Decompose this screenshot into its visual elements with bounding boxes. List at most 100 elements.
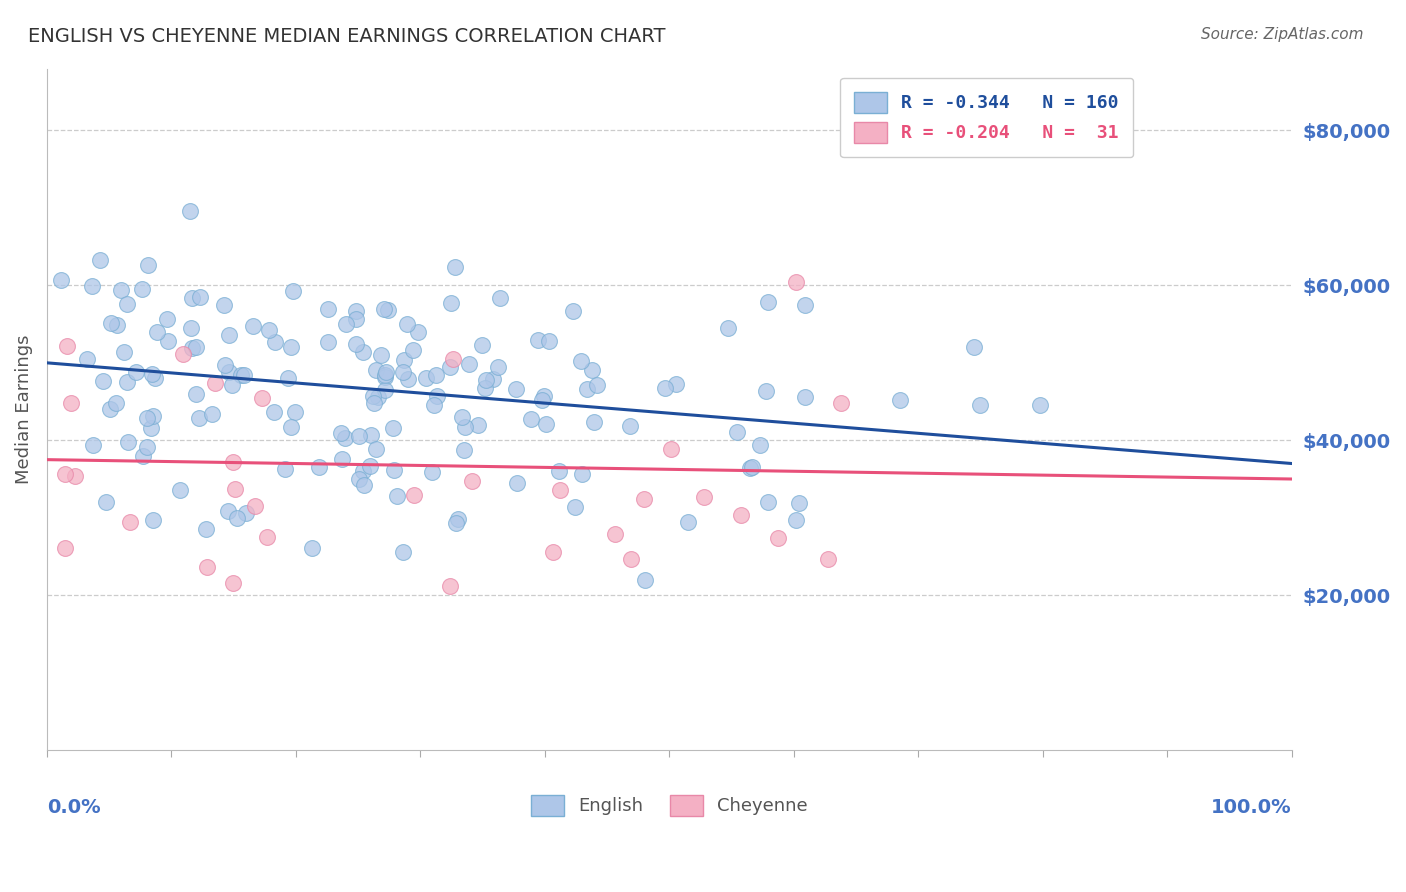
Point: [406, 325, 429, 339]
Point: [374, 384, 396, 398]
Point: [344, 336, 367, 351]
Point: [222, 576, 245, 591]
Text: 100.0%: 100.0%: [1211, 797, 1292, 817]
Point: [738, 461, 761, 475]
Point: [755, 384, 778, 398]
Point: [562, 304, 585, 318]
Point: [415, 370, 437, 384]
Point: [659, 442, 682, 456]
Point: [506, 476, 529, 491]
Point: [218, 365, 240, 379]
Point: [447, 512, 470, 526]
Point: [548, 464, 571, 478]
Point: [188, 290, 211, 304]
Point: [277, 371, 299, 385]
Point: [676, 515, 699, 529]
Point: [370, 348, 392, 362]
Point: [359, 458, 381, 473]
Point: [344, 304, 367, 318]
Point: [352, 345, 374, 359]
Point: [250, 392, 273, 406]
Point: [242, 318, 264, 333]
Point: [474, 381, 496, 395]
Point: [576, 382, 599, 396]
Point: [136, 258, 159, 272]
Legend: English, Cheyenne: English, Cheyenne: [524, 788, 815, 822]
Point: [366, 442, 388, 457]
Point: [181, 341, 204, 355]
Point: [374, 368, 396, 383]
Point: [53, 467, 76, 481]
Point: [94, 495, 117, 509]
Point: [283, 285, 305, 299]
Point: [125, 365, 148, 379]
Point: [374, 366, 396, 380]
Point: [117, 434, 139, 449]
Point: [402, 343, 425, 357]
Point: [146, 326, 169, 340]
Point: [100, 401, 122, 416]
Point: [665, 376, 688, 391]
Point: [581, 363, 603, 377]
Point: [793, 390, 815, 404]
Point: [335, 317, 357, 331]
Point: [197, 560, 219, 574]
Point: [756, 495, 779, 509]
Point: [143, 371, 166, 385]
Point: [180, 291, 202, 305]
Point: [725, 425, 748, 439]
Point: [204, 376, 226, 391]
Point: [475, 373, 498, 387]
Point: [91, 374, 114, 388]
Point: [422, 398, 444, 412]
Y-axis label: Median Earnings: Median Earnings: [15, 334, 32, 484]
Point: [243, 499, 266, 513]
Point: [186, 340, 208, 354]
Point: [569, 353, 592, 368]
Point: [132, 449, 155, 463]
Point: [443, 260, 465, 274]
Point: [352, 464, 374, 478]
Point: [830, 396, 852, 410]
Point: [426, 389, 449, 403]
Point: [741, 460, 763, 475]
Point: [225, 511, 247, 525]
Point: [392, 544, 415, 558]
Point: [1029, 398, 1052, 412]
Point: [188, 411, 211, 425]
Point: [115, 376, 138, 390]
Point: [221, 378, 243, 392]
Point: [586, 378, 609, 392]
Point: [51, 273, 73, 287]
Point: [169, 483, 191, 497]
Point: [749, 438, 772, 452]
Point: [347, 472, 370, 486]
Point: [308, 459, 330, 474]
Point: [583, 415, 606, 429]
Point: [82, 437, 104, 451]
Point: [381, 421, 404, 435]
Point: [374, 370, 396, 384]
Point: [527, 333, 550, 347]
Point: [531, 393, 554, 408]
Point: [56, 339, 79, 353]
Text: Source: ZipAtlas.com: Source: ZipAtlas.com: [1201, 27, 1364, 42]
Point: [785, 275, 807, 289]
Point: [730, 508, 752, 522]
Point: [603, 526, 626, 541]
Point: [117, 297, 139, 311]
Point: [232, 368, 254, 382]
Point: [141, 367, 163, 381]
Point: [373, 301, 395, 316]
Point: [889, 393, 911, 408]
Point: [541, 545, 564, 559]
Point: [214, 358, 236, 372]
Point: [180, 321, 202, 335]
Point: [263, 404, 285, 418]
Point: [402, 488, 425, 502]
Point: [235, 506, 257, 520]
Point: [273, 462, 295, 476]
Point: [142, 513, 165, 527]
Point: [344, 312, 367, 326]
Point: [717, 321, 740, 335]
